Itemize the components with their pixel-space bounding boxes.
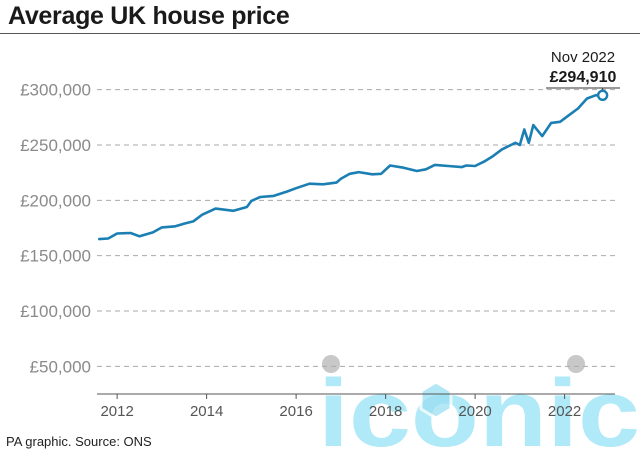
watermark-text: iconic [318, 360, 640, 454]
latest-value-annotation: Nov 2022 £294,910 [546, 49, 620, 101]
watermark-dot-left [322, 355, 340, 373]
x-axis-ticks: 2012 2014 2016 2018 2020 2022 [100, 394, 581, 420]
y-axis-ticks: £50,000 £100,000 £150,000 £200,000 £250,000 £… [20, 81, 91, 377]
iconic-watermark: iconic [318, 355, 640, 454]
y-tick-label: £300,000 [20, 81, 91, 100]
x-tick-label: 2022 [548, 403, 581, 420]
watermark-hexagon [419, 380, 453, 420]
house-price-series-line [97, 93, 604, 241]
watermark-dot-right [567, 355, 585, 373]
title-divider [0, 33, 640, 34]
y-tick-label: £250,000 [20, 136, 91, 155]
x-tick-label: 2020 [458, 403, 491, 420]
chart-title: Average UK house price [8, 2, 290, 30]
x-tick-label: 2012 [100, 403, 133, 420]
x-tick-label: 2018 [369, 403, 402, 420]
y-tick-label: £200,000 [20, 191, 91, 210]
latest-point-marker [596, 89, 609, 101]
y-tick-label: £150,000 [20, 247, 91, 266]
y-tick-label: £100,000 [20, 302, 91, 321]
annotation-date: Nov 2022 [551, 49, 615, 66]
x-tick-label: 2016 [279, 403, 312, 420]
y-tick-label: £50,000 [30, 357, 91, 376]
x-tick-label: 2014 [190, 403, 223, 420]
annotation-value: £294,910 [550, 69, 617, 86]
gridlines [97, 89, 615, 395]
source-note: PA graphic. Source: ONS [6, 434, 152, 449]
